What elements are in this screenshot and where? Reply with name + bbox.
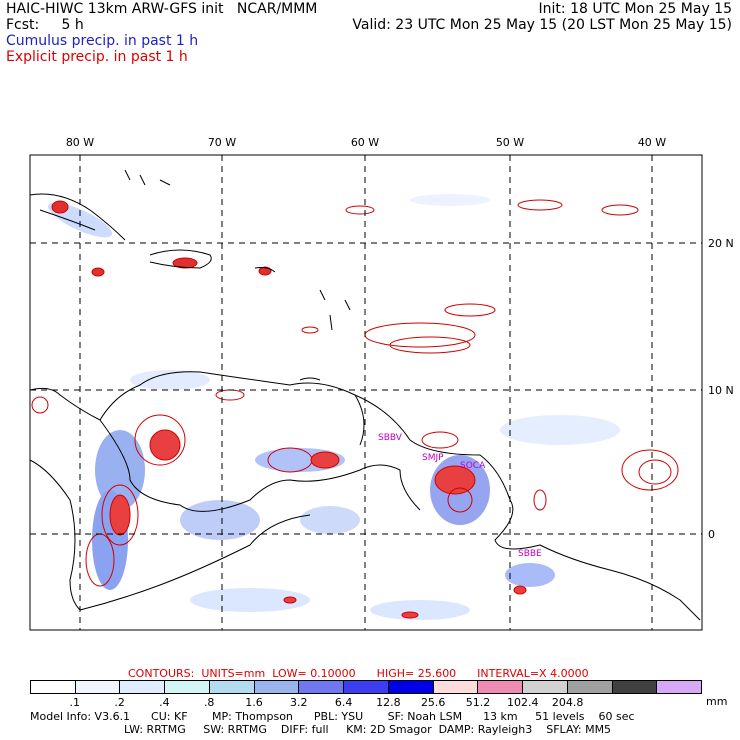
coastlines (29, 169, 701, 621)
high-label: HIGH= 25.600 (376, 667, 457, 680)
map-frame (29, 154, 703, 631)
lat-label: 10 N (708, 384, 734, 397)
legend-swatch (388, 681, 434, 693)
sf-info: SF: Noah LSM (387, 710, 463, 723)
lon-label: 60 W (351, 136, 379, 149)
footer-line1: Model Info: V3.6.1 CU: KF MP: Thompson P… (30, 711, 635, 723)
lat-lon-grid (30, 155, 702, 630)
header-right: Init: 18 UTC Mon 25 May 15 Valid: 23 UTC… (352, 1, 732, 33)
explicit-precip-contours (31, 199, 679, 619)
model-title: HAIC-HIWC 13km ARW-GFS init (6, 1, 224, 17)
legend-swatch (165, 681, 210, 693)
fcst-value: 5 h (61, 17, 84, 33)
cu-info: CU: KF (151, 710, 188, 723)
station-label: SBBV (378, 433, 403, 443)
legend-label: .1 (69, 696, 81, 709)
low-label: LOW= 0.10000 (272, 667, 356, 680)
legend-label: 204.8 (551, 696, 584, 709)
legend-swatch (612, 681, 658, 693)
lat-label: 20 N (708, 237, 734, 250)
lon-label: 40 W (638, 136, 666, 149)
legend-label: .4 (159, 696, 170, 709)
valid-label: Valid: 23 UTC Mon 25 May 15 (20 LST Mon … (352, 17, 732, 33)
legend-label: 51.2 (465, 696, 491, 709)
lat-label: 0 (708, 528, 715, 541)
legend-swatch (254, 681, 300, 693)
station-labels: SBBV SMJP SOCA SBBE (378, 433, 542, 559)
legend-swatch (75, 681, 121, 693)
legend-swatch (344, 681, 389, 693)
legend-label: .2 (114, 696, 125, 709)
lw-info: LW: RRTMG (124, 723, 186, 736)
legend-swatch (657, 681, 702, 693)
legend-label: 1.6 (245, 696, 263, 709)
explicit-label: Explicit precip. in past 1 h (6, 49, 188, 65)
mp-info: MP: Thompson (212, 710, 293, 723)
cumulus-label: Cumulus precip. in past 1 h (6, 33, 199, 49)
legend-swatch (31, 681, 76, 693)
footer-line2: LW: RRTMG SW: RRTMG DIFF: full KM: 2D Sm… (124, 724, 611, 736)
legend-swatch (478, 681, 524, 693)
diff-info: DIFF: full (280, 723, 329, 736)
resolution-info: 13 km (483, 710, 518, 723)
legend-swatch (299, 681, 345, 693)
org-label: NCAR/MMM (236, 1, 318, 17)
lat-labels: 20 N 10 N 0 (708, 237, 734, 541)
km-info: KM: 2D Smagor (346, 723, 432, 736)
station-label: SBBE (518, 549, 542, 559)
legend-label: .8 (203, 696, 215, 709)
legend-label: 3.2 (290, 696, 308, 709)
fcst-label: Fcst: (6, 17, 40, 33)
legend-swatch (567, 681, 613, 693)
init-label: Init: 18 UTC Mon 25 May 15 (538, 1, 732, 17)
color-legend (30, 680, 702, 694)
legend-label: 102.4 (507, 696, 539, 709)
model-info: Model Info: V3.6.1 (30, 710, 131, 723)
legend-swatch (120, 681, 166, 693)
damp-info: DAMP: Rayleigh3 (438, 723, 533, 736)
sw-info: SW: RRTMG (203, 723, 267, 736)
legend-swatch (523, 681, 568, 693)
legend-label: 25.6 (420, 696, 446, 709)
pbl-info: PBL: YSU (313, 710, 364, 723)
legend-unit: mm (706, 695, 728, 708)
interval-label: INTERVAL=X 4.0000 (477, 667, 589, 680)
lon-label: 70 W (208, 136, 236, 149)
lon-label: 50 W (496, 136, 524, 149)
station-label: SOCA (460, 461, 486, 471)
legend-label: 12.8 (376, 696, 401, 709)
header-left: HAIC-HIWC 13km ARW-GFS init NCAR/MMM Fcs… (6, 1, 317, 65)
legend-label: 6.4 (334, 696, 353, 709)
units-label: UNITS=mm (201, 667, 266, 680)
legend-swatch (209, 681, 255, 693)
lon-label: 80 W (66, 136, 94, 149)
contour-info: CONTOURS: UNITS=mm LOW= 0.10000 HIGH= 25… (128, 668, 589, 680)
station-label: SMJP (422, 453, 444, 463)
legend-swatch (433, 681, 479, 693)
sflay-info: SFLAY: MM5 (546, 723, 612, 736)
lon-labels: 80 W 70 W 60 W 50 W 40 W (66, 136, 666, 149)
contours-label: CONTOURS: (128, 667, 195, 680)
levels-info: 51 levels (535, 710, 585, 723)
timestep-info: 60 sec (598, 710, 635, 723)
